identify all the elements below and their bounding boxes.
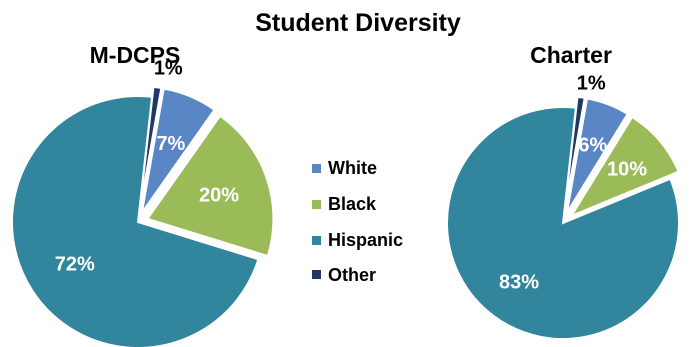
pie-title-charter: Charter	[530, 42, 612, 68]
legend-label-hispanic: Hispanic	[328, 230, 403, 250]
legend: White Black Hispanic Other	[312, 158, 403, 285]
pie-title-mdcps: M-DCPS	[90, 42, 181, 68]
legend-swatch-hispanic	[312, 236, 321, 245]
pie-label-mdcps-black: 20%	[199, 184, 239, 206]
pie-slice-mdcps-hispanic	[11, 95, 260, 347]
pie-slice-charter-black	[568, 115, 680, 218]
legend-swatch-black	[312, 200, 321, 209]
legend-swatch-other	[312, 270, 321, 279]
legend-label-white: White	[328, 158, 377, 178]
pie-label-charter-other: 1%	[577, 72, 606, 94]
pie-label-mdcps-white: 7%	[156, 133, 185, 155]
pie-label-mdcps-other: 1%	[154, 57, 183, 79]
pie-slice-charter-other	[563, 95, 586, 213]
pie-slice-charter-hispanic	[446, 106, 680, 340]
pie-slice-charter-white	[565, 97, 630, 214]
pie-mdcps: 7% 20% 72% 1%	[11, 57, 275, 347]
pie-slice-mdcps-other	[138, 85, 163, 213]
pie-slice-mdcps-black	[145, 114, 275, 258]
legend-label-other: Other	[328, 265, 376, 285]
legend-label-black: Black	[328, 194, 377, 214]
pie-slice-mdcps-white	[140, 87, 216, 214]
pie-label-mdcps-hispanic: 72%	[55, 253, 95, 275]
pie-label-charter-black: 10%	[607, 159, 647, 181]
chart-title: Student Diversity	[255, 9, 461, 37]
pie-label-charter-white: 6%	[578, 134, 607, 156]
pie-label-charter-hispanic: 83%	[499, 271, 539, 293]
pie-charter: 6%10% 83% 1%	[446, 72, 680, 340]
legend-swatch-white	[312, 164, 321, 173]
